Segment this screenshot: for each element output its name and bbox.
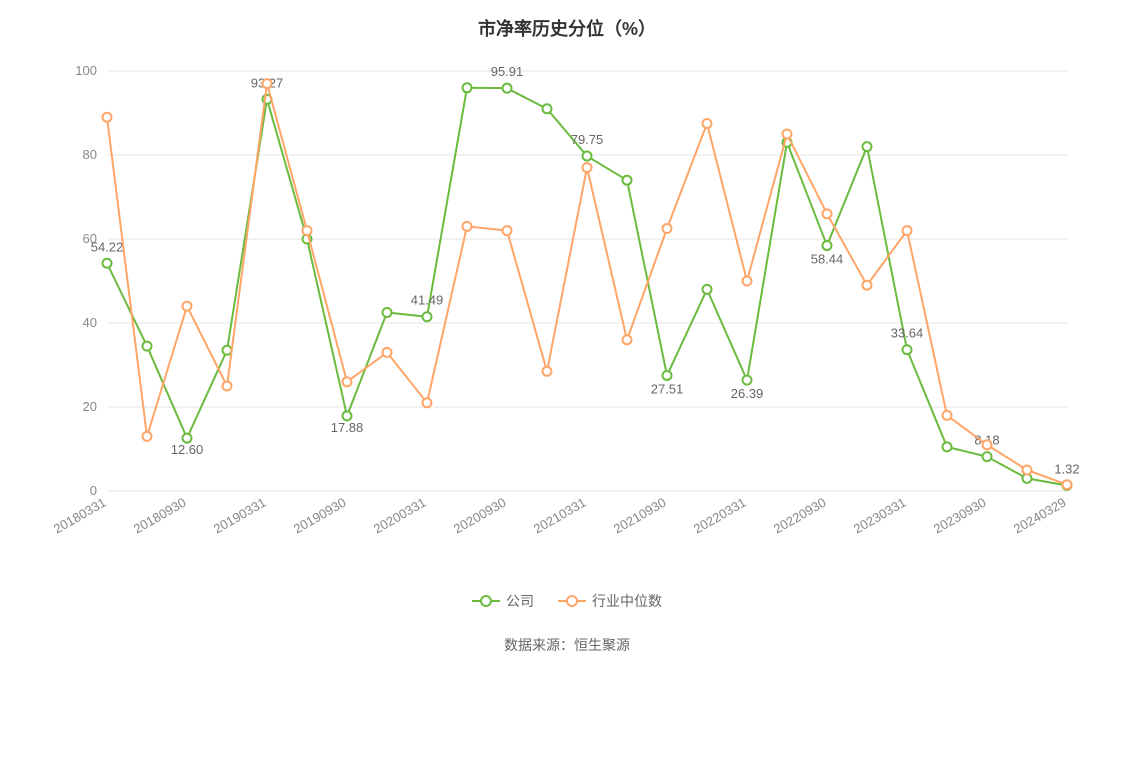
- chart-legend: 公司 行业中位数: [0, 591, 1134, 611]
- x-tick-label: 20190930: [291, 495, 349, 537]
- point-label: 41.49: [411, 293, 444, 308]
- x-tick-label: 20220331: [691, 495, 749, 537]
- series-marker: [943, 411, 952, 420]
- x-tick-label: 20190331: [211, 495, 269, 537]
- series-marker: [143, 432, 152, 441]
- series-marker: [343, 377, 352, 386]
- x-tick-label: 20240329: [1011, 495, 1069, 537]
- series-marker: [423, 312, 432, 321]
- point-label: 54.22: [91, 239, 124, 254]
- series-marker: [983, 452, 992, 461]
- series-marker: [863, 281, 872, 290]
- series-marker: [703, 285, 712, 294]
- series-marker: [623, 176, 632, 185]
- x-tick-label: 20230331: [851, 495, 909, 537]
- series-marker: [823, 241, 832, 250]
- point-label: 27.51: [651, 381, 684, 396]
- legend-marker-company: [472, 594, 500, 608]
- series-marker: [223, 346, 232, 355]
- series-marker: [1023, 466, 1032, 475]
- series-marker: [983, 440, 992, 449]
- series-marker: [663, 371, 672, 380]
- point-label: 12.60: [171, 442, 204, 457]
- legend-label-industry: 行业中位数: [592, 591, 662, 611]
- x-tick-label: 20180331: [51, 495, 109, 537]
- point-label: 26.39: [731, 386, 764, 401]
- series-marker: [623, 335, 632, 344]
- point-label: 33.64: [891, 326, 924, 341]
- series-marker: [103, 113, 112, 122]
- y-tick-label: 80: [83, 147, 97, 162]
- series-marker: [263, 79, 272, 88]
- series-marker: [903, 226, 912, 235]
- series-marker: [503, 84, 512, 93]
- series-marker: [863, 142, 872, 151]
- x-tick-label: 20210331: [531, 495, 589, 537]
- series-marker: [103, 259, 112, 268]
- x-tick-label: 20230930: [931, 495, 989, 537]
- series-marker: [1063, 480, 1072, 489]
- series-marker: [583, 163, 592, 172]
- series-marker: [303, 226, 312, 235]
- series-marker: [543, 104, 552, 113]
- y-tick-label: 40: [83, 315, 97, 330]
- y-tick-label: 0: [90, 483, 97, 498]
- x-tick-label: 20220930: [771, 495, 829, 537]
- point-label: 58.44: [811, 252, 844, 267]
- series-marker: [743, 376, 752, 385]
- series-marker: [823, 209, 832, 218]
- data-source: 数据来源：恒生聚源: [0, 635, 1134, 655]
- series-marker: [583, 152, 592, 161]
- series-marker: [183, 302, 192, 311]
- x-tick-label: 20210930: [611, 495, 669, 537]
- series-marker: [463, 83, 472, 92]
- series-marker: [783, 130, 792, 139]
- legend-item-company: 公司: [472, 591, 534, 611]
- x-tick-label: 20200331: [371, 495, 429, 537]
- point-label: 1.32: [1054, 461, 1079, 476]
- series-marker: [223, 382, 232, 391]
- series-marker: [383, 348, 392, 357]
- series-marker: [903, 345, 912, 354]
- series-marker: [743, 277, 752, 286]
- point-label: 95.91: [491, 64, 524, 79]
- point-label: 79.75: [571, 132, 604, 147]
- series-marker: [543, 367, 552, 376]
- series-marker: [423, 398, 432, 407]
- line-chart: 0204060801002018033120180930201903312019…: [37, 41, 1097, 581]
- series-marker: [943, 442, 952, 451]
- y-tick-label: 100: [75, 63, 97, 78]
- series-marker: [463, 222, 472, 231]
- chart-title: 市净率历史分位（%）: [0, 0, 1134, 41]
- x-tick-label: 20180930: [131, 495, 189, 537]
- series-marker: [663, 224, 672, 233]
- legend-label-company: 公司: [506, 591, 534, 611]
- x-tick-label: 20200930: [451, 495, 509, 537]
- series-marker: [383, 308, 392, 317]
- legend-marker-industry: [558, 594, 586, 608]
- series-marker: [503, 226, 512, 235]
- legend-item-industry: 行业中位数: [558, 591, 662, 611]
- point-label: 17.88: [331, 420, 364, 435]
- series-marker: [703, 119, 712, 128]
- series-line: [107, 88, 1067, 486]
- chart-container: 市净率历史分位（%） 02040608010020180331201809302…: [0, 0, 1134, 766]
- y-tick-label: 20: [83, 399, 97, 414]
- series-marker: [143, 342, 152, 351]
